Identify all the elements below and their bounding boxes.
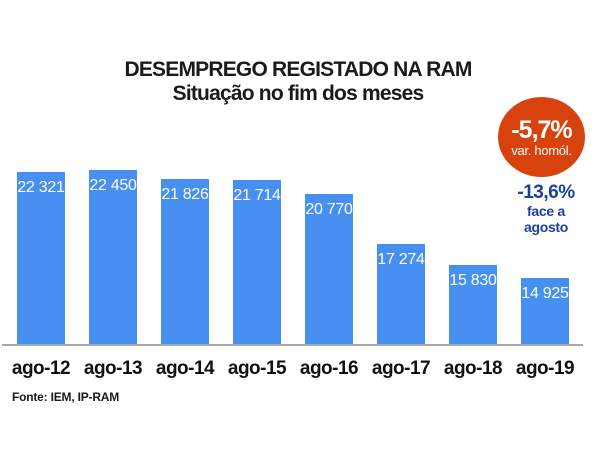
x-axis-label-ago-14: ago-14 [155,358,215,379]
bar-value-label-ago-18: 15 830 [449,272,497,289]
bar-value-label-ago-15: 21 714 [233,187,281,204]
bar-value-label-ago-12: 22 321 [17,179,65,196]
badge-value: -5,7% [511,115,572,144]
x-axis-label-ago-15: ago-15 [227,358,287,379]
bar-ago-14: 21 826 [161,179,209,345]
bar-value-label-ago-16: 20 770 [305,201,353,218]
bar-column-ago-12: 22 321 [5,169,77,345]
bar-column-ago-16: 20 770 [293,169,365,345]
monthly-variation-note: -13,6% face a agosto [496,182,596,235]
bar-value-label-ago-17: 17 274 [377,251,425,268]
bar-ago-18: 15 830 [449,265,497,345]
bar-column-ago-13: 22 450 [77,169,149,345]
bar-column-ago-14: 21 826 [149,169,221,345]
bar-value-label-ago-14: 21 826 [161,186,209,203]
bar-column-ago-19: 14 925 [509,169,581,345]
x-axis-label-ago-19: ago-19 [515,358,575,379]
bar-ago-17: 17 274 [377,244,425,345]
chart-title: DESEMPREGO REGISTADO NA RAM [124,58,472,81]
x-axis-label-ago-16: ago-16 [299,358,359,379]
note-value: -13,6% [517,182,575,203]
chart-title-block: DESEMPREGO REGISTADO NA RAM Situação no … [38,58,558,106]
x-axis-labels: ago-12 ago-13 ago-14 ago-15 ago-16 ago-17 ago-… [5,358,581,380]
x-axis-label-ago-17: ago-17 [371,358,431,379]
source-text: Fonte: IEM, IP-RAM [12,390,120,404]
bar-value-label-ago-13: 22 450 [89,177,137,194]
badge-label: var. homól. [511,142,572,158]
x-axis-label-ago-18: ago-18 [443,358,503,379]
x-axis-label-ago-13: ago-13 [83,358,143,379]
note-line2: agosto [523,219,569,235]
x-axis-line [2,344,583,346]
chart-subtitle: Situação no fim dos meses [172,82,425,105]
bar-ago-19: 14 925 [521,278,569,345]
note-line1: face a [527,203,565,219]
x-axis-label-ago-12: ago-12 [11,358,71,379]
bar-ago-15: 21 714 [233,180,281,345]
variation-badge: -5,7% var. homól. [498,97,585,177]
bar-ago-16: 20 770 [305,194,353,345]
bar-chart-plot-area: 22 321 22 450 21 826 21 714 20 770 17 274 15 8… [5,169,581,345]
bar-column-ago-18: 15 830 [437,169,509,345]
bar-column-ago-15: 21 714 [221,169,293,345]
bar-column-ago-17: 17 274 [365,169,437,345]
bar-ago-13: 22 450 [89,170,137,345]
bar-ago-12: 22 321 [17,172,65,345]
bar-value-label-ago-19: 14 925 [521,285,569,302]
